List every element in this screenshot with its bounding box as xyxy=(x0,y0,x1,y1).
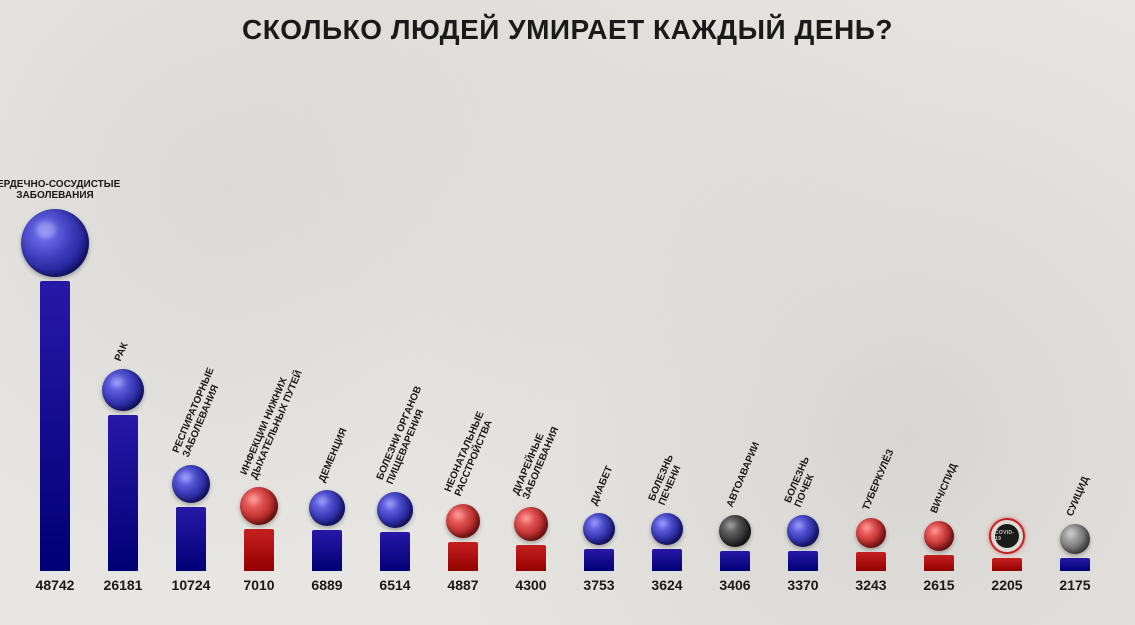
covid-label: COVID-19 xyxy=(995,524,1019,548)
value-label: 2615 xyxy=(923,577,954,593)
category-icon xyxy=(102,369,144,411)
category-label: ДИАРЕЙНЫЕ ЗАБОЛЕВАНИЯ xyxy=(511,422,562,502)
value-label: 26181 xyxy=(104,577,143,593)
category-label: ИНФЕКЦИИ НИЖНИХ ДЫХАТЕЛЬНЫХ ПУТЕЙ xyxy=(239,365,305,481)
value-label: 4887 xyxy=(447,577,478,593)
bar xyxy=(720,551,750,571)
category-icon xyxy=(651,513,683,545)
bar xyxy=(40,281,70,571)
category-icon xyxy=(377,492,413,528)
value-label: 3243 xyxy=(855,577,886,593)
category-label: СУИЦИД xyxy=(1065,475,1092,518)
bar xyxy=(448,542,478,571)
category-label: РАК xyxy=(113,341,131,363)
category-icon xyxy=(719,515,751,547)
category-label: ДИАБЕТ xyxy=(589,464,615,506)
bar xyxy=(924,555,954,571)
category-label: БОЛЕЗНИ ОРГАНОВ ПИЩЕВАРЕНИЯ xyxy=(375,385,435,486)
category-label: ДЕМЕНЦИЯ xyxy=(317,427,350,484)
bar xyxy=(652,549,682,571)
bar xyxy=(1060,558,1090,571)
bar xyxy=(108,415,138,571)
category-icon xyxy=(21,209,89,277)
category-icon xyxy=(446,504,480,538)
category-icon xyxy=(172,465,210,503)
bar xyxy=(788,551,818,571)
bar xyxy=(312,530,342,571)
category-icon xyxy=(309,490,345,526)
value-label: 3406 xyxy=(719,577,750,593)
value-label: 3624 xyxy=(651,577,682,593)
bar xyxy=(516,545,546,571)
category-icon xyxy=(514,507,548,541)
value-label: 10724 xyxy=(172,577,211,593)
category-label: ТУБЕРКУЛЁЗ xyxy=(861,448,897,512)
bar xyxy=(992,558,1022,571)
chart-title: СКОЛЬКО ЛЮДЕЙ УМИРАЕТ КАЖДЫЙ ДЕНЬ? xyxy=(0,14,1135,46)
bar xyxy=(380,532,410,571)
category-icon xyxy=(924,521,954,551)
value-label: 48742 xyxy=(36,577,75,593)
category-icon xyxy=(583,513,615,545)
value-label: 7010 xyxy=(243,577,274,593)
category-icon xyxy=(1060,524,1090,554)
bar xyxy=(856,552,886,571)
value-label: 6514 xyxy=(379,577,410,593)
category-icon xyxy=(787,515,819,547)
value-label: 2205 xyxy=(991,577,1022,593)
covid-ring-icon: COVID-19 xyxy=(989,518,1025,554)
value-label: 4300 xyxy=(515,577,546,593)
value-label: 3753 xyxy=(583,577,614,593)
category-label: АВТОАВАРИИ xyxy=(725,440,762,508)
category-label: НЕОНАТАЛЬНЫЕ РАССТРОЙСТВА xyxy=(443,410,497,498)
category-label: БОЛЕЗНЬ ПОЧЕК xyxy=(783,455,822,509)
category-label: БОЛЕЗНЬ ПЕЧЕНИ xyxy=(647,454,686,508)
category-label: СЕРДЕЧНО-СОСУДИСТЫЕ ЗАБОЛЕВАНИЯ xyxy=(0,179,120,201)
chart-area: СЕРДЕЧНО-СОСУДИСТЫЕ ЗАБОЛЕВАНИЯ48742РАК2… xyxy=(30,60,1115,595)
bar xyxy=(176,507,206,571)
category-icon xyxy=(240,487,278,525)
value-label: 6889 xyxy=(311,577,342,593)
value-label: 3370 xyxy=(787,577,818,593)
category-icon xyxy=(856,518,886,548)
category-label: ВИЧ/СПИД xyxy=(929,462,960,515)
value-label: 2175 xyxy=(1059,577,1090,593)
bar xyxy=(244,529,274,571)
bar xyxy=(584,549,614,571)
category-label: РЕСПИРАТОРНЫЕ ЗАБОЛЕВАНИЯ xyxy=(171,366,227,459)
